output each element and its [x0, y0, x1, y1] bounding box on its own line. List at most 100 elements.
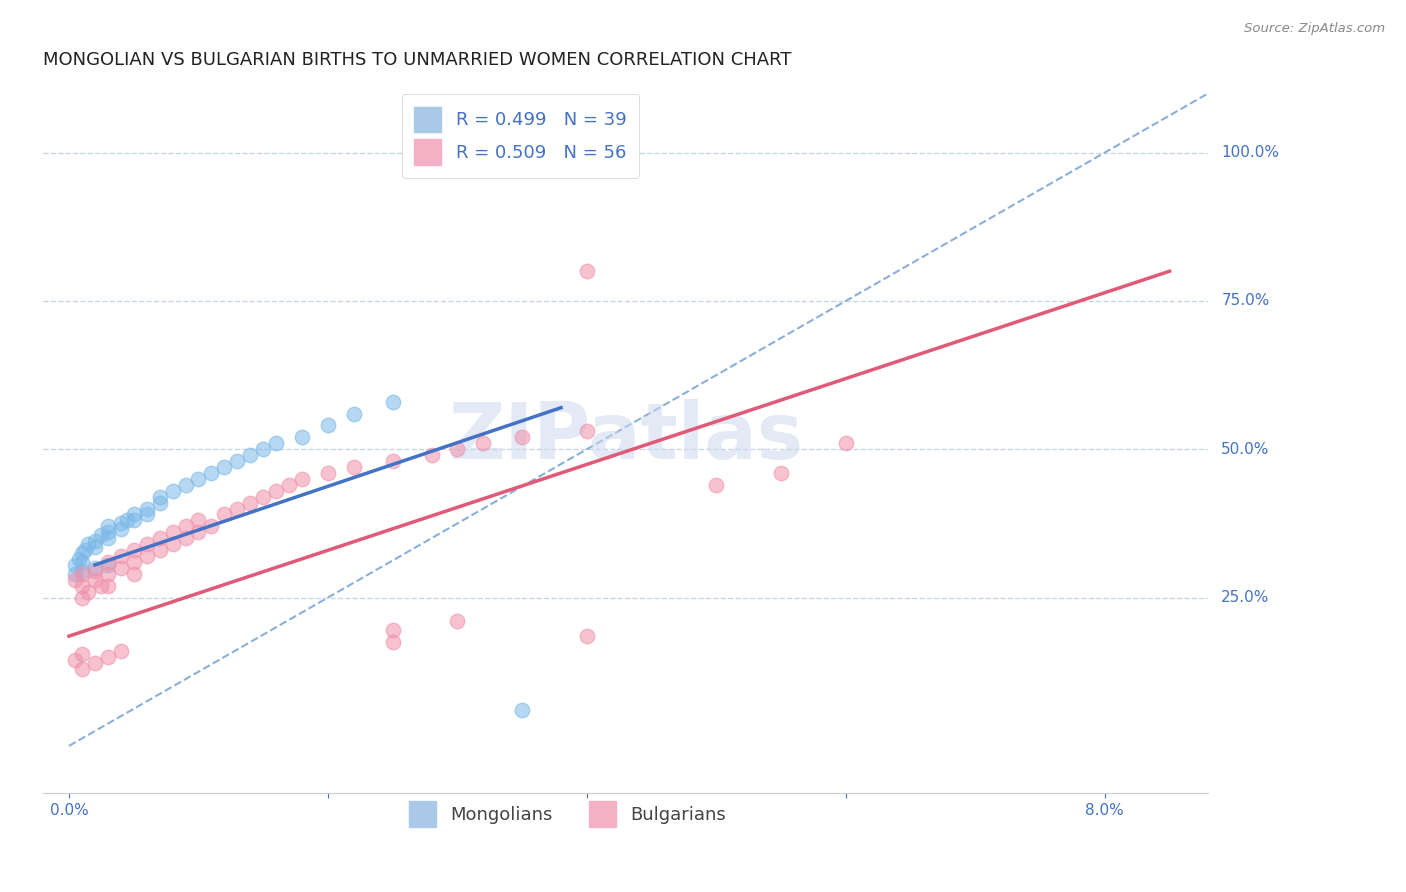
Point	[770, 466, 793, 480]
Point	[381, 623, 404, 637]
Point	[97, 649, 120, 664]
Point	[420, 448, 443, 462]
Point	[65, 558, 87, 572]
Point	[84, 561, 107, 575]
Legend: Mongolians, Bulgarians: Mongolians, Bulgarians	[402, 794, 734, 834]
Point	[187, 525, 209, 540]
Point	[77, 537, 100, 551]
Point	[149, 495, 172, 509]
Point	[187, 472, 209, 486]
Point	[70, 662, 93, 676]
Point	[706, 478, 728, 492]
Point	[510, 703, 533, 717]
Point	[84, 573, 107, 587]
Point	[278, 478, 301, 492]
Point	[65, 653, 87, 667]
Point	[110, 516, 132, 531]
Point	[162, 537, 184, 551]
Point	[226, 501, 249, 516]
Point	[214, 460, 236, 475]
Point	[70, 564, 93, 578]
Point	[162, 483, 184, 498]
Point	[97, 579, 120, 593]
Point	[84, 534, 107, 549]
Point	[381, 635, 404, 649]
Point	[239, 448, 262, 462]
Point	[343, 407, 366, 421]
Text: Source: ZipAtlas.com: Source: ZipAtlas.com	[1244, 22, 1385, 36]
Point	[90, 528, 112, 542]
Point	[252, 490, 274, 504]
Point	[70, 579, 93, 593]
Point	[97, 531, 120, 545]
Point	[214, 508, 236, 522]
Point	[174, 478, 197, 492]
Point	[135, 501, 157, 516]
Point	[510, 430, 533, 444]
Point	[291, 430, 314, 444]
Point	[291, 472, 314, 486]
Text: 100.0%: 100.0%	[1222, 145, 1279, 160]
Point	[446, 442, 468, 457]
Text: ZIPatlas: ZIPatlas	[449, 400, 803, 475]
Point	[122, 513, 145, 527]
Point	[73, 543, 96, 558]
Point	[264, 483, 287, 498]
Point	[70, 566, 93, 581]
Point	[70, 591, 93, 605]
Point	[110, 522, 132, 536]
Text: 75.0%: 75.0%	[1222, 293, 1270, 309]
Point	[149, 490, 172, 504]
Point	[84, 540, 107, 554]
Point	[252, 442, 274, 457]
Point	[70, 647, 93, 661]
Point	[200, 519, 222, 533]
Point	[122, 508, 145, 522]
Text: 25.0%: 25.0%	[1222, 590, 1270, 605]
Point	[162, 525, 184, 540]
Point	[264, 436, 287, 450]
Point	[381, 394, 404, 409]
Point	[97, 558, 120, 572]
Point	[122, 566, 145, 581]
Point	[117, 513, 139, 527]
Point	[122, 555, 145, 569]
Point	[381, 454, 404, 468]
Point	[149, 531, 172, 545]
Text: MONGOLIAN VS BULGARIAN BIRTHS TO UNMARRIED WOMEN CORRELATION CHART: MONGOLIAN VS BULGARIAN BIRTHS TO UNMARRI…	[44, 51, 792, 69]
Point	[200, 466, 222, 480]
Point	[122, 543, 145, 558]
Point	[70, 555, 93, 569]
Point	[575, 264, 598, 278]
Point	[84, 656, 107, 670]
Point	[343, 460, 366, 475]
Point	[110, 644, 132, 658]
Point	[835, 436, 858, 450]
Point	[187, 513, 209, 527]
Point	[97, 519, 120, 533]
Point	[97, 566, 120, 581]
Point	[446, 615, 468, 629]
Point	[575, 425, 598, 439]
Point	[110, 561, 132, 575]
Point	[70, 546, 93, 560]
Point	[239, 495, 262, 509]
Point	[65, 573, 87, 587]
Point	[316, 466, 339, 480]
Point	[174, 531, 197, 545]
Point	[84, 564, 107, 578]
Point	[97, 525, 120, 540]
Point	[226, 454, 249, 468]
Point	[65, 566, 87, 581]
Point	[110, 549, 132, 563]
Point	[90, 579, 112, 593]
Point	[135, 549, 157, 563]
Point	[77, 584, 100, 599]
Point	[316, 418, 339, 433]
Point	[174, 519, 197, 533]
Point	[97, 555, 120, 569]
Point	[135, 537, 157, 551]
Point	[135, 508, 157, 522]
Text: 50.0%: 50.0%	[1222, 442, 1270, 457]
Point	[149, 543, 172, 558]
